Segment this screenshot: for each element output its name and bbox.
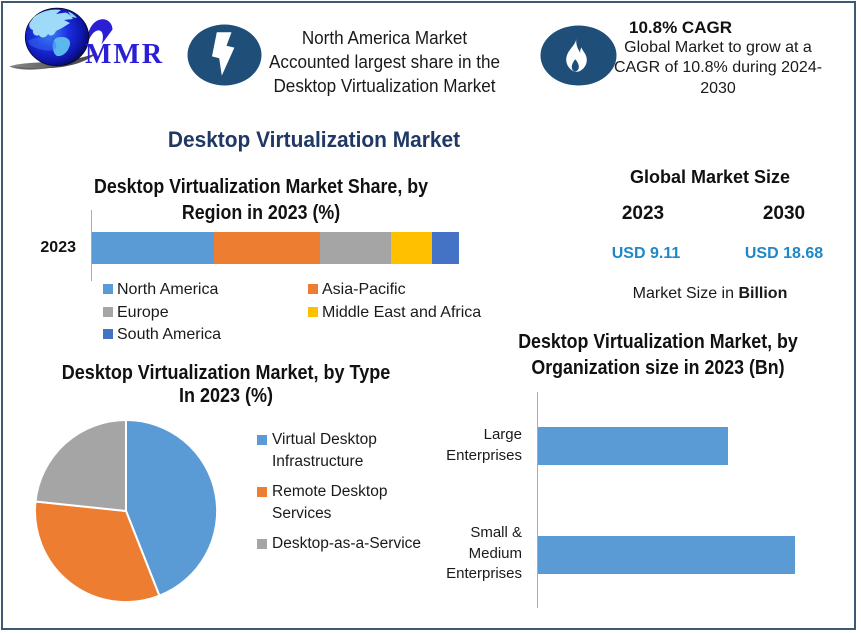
svg-text:MMR: MMR (85, 39, 164, 70)
